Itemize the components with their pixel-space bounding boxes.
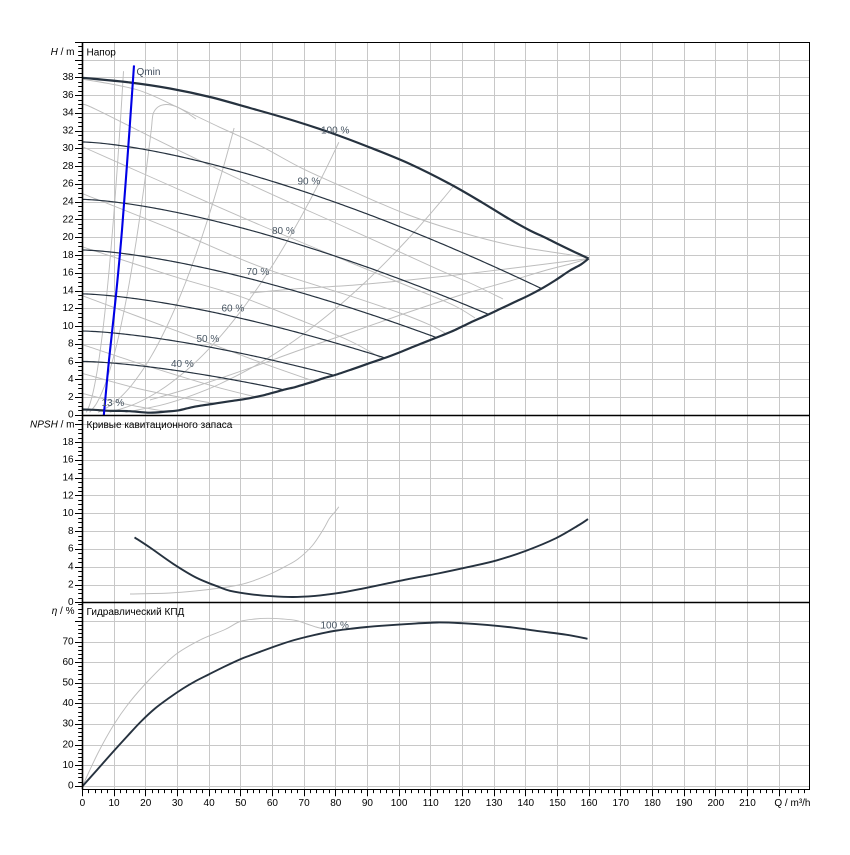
svg-text:200: 200 [707, 798, 724, 809]
svg-text:80: 80 [330, 798, 342, 809]
svg-text:34: 34 [62, 108, 74, 119]
svg-text:24: 24 [62, 197, 74, 208]
svg-text:4: 4 [68, 562, 74, 573]
svg-text:10: 10 [62, 760, 74, 771]
svg-text:Гидравлический КПД: Гидравлический КПД [87, 607, 185, 618]
svg-text:13 %: 13 % [102, 398, 125, 409]
svg-text:60: 60 [267, 798, 279, 809]
svg-text:28: 28 [62, 161, 74, 172]
svg-text:160: 160 [581, 798, 598, 809]
svg-text:50 %: 50 % [197, 334, 220, 345]
svg-text:140: 140 [517, 798, 534, 809]
svg-text:30: 30 [62, 719, 74, 730]
svg-text:36: 36 [62, 90, 74, 101]
svg-text:16: 16 [62, 455, 74, 466]
svg-text:32: 32 [62, 125, 74, 136]
svg-text:50: 50 [235, 798, 247, 809]
svg-text:NPSH / m: NPSH / m [30, 420, 74, 431]
svg-text:40: 40 [204, 798, 216, 809]
svg-text:18: 18 [62, 437, 74, 448]
svg-text:210: 210 [739, 798, 756, 809]
svg-text:12: 12 [62, 303, 74, 314]
svg-text:Напор: Напор [87, 48, 117, 59]
svg-text:20: 20 [140, 798, 152, 809]
svg-text:14: 14 [62, 285, 74, 296]
svg-text:100 %: 100 % [321, 126, 349, 137]
svg-text:0: 0 [80, 798, 86, 809]
svg-text:22: 22 [62, 214, 74, 225]
svg-text:50: 50 [62, 678, 74, 689]
svg-text:Qmin: Qmin [137, 67, 161, 78]
svg-text:40 %: 40 % [171, 359, 194, 370]
svg-text:0: 0 [68, 410, 74, 421]
svg-text:16: 16 [62, 268, 74, 279]
svg-text:14: 14 [62, 473, 74, 484]
svg-text:30: 30 [172, 798, 184, 809]
svg-text:90: 90 [362, 798, 374, 809]
svg-text:18: 18 [62, 250, 74, 261]
svg-text:30: 30 [62, 143, 74, 154]
svg-text:180: 180 [644, 798, 661, 809]
svg-text:80 %: 80 % [272, 226, 295, 237]
svg-text:10: 10 [62, 321, 74, 332]
svg-text:Q / m³/h: Q / m³/h [774, 798, 810, 809]
svg-text:170: 170 [612, 798, 629, 809]
svg-text:20: 20 [62, 232, 74, 243]
svg-text:8: 8 [68, 526, 74, 537]
svg-text:38: 38 [62, 72, 74, 83]
svg-text:150: 150 [549, 798, 566, 809]
svg-text:70 %: 70 % [247, 267, 270, 278]
svg-text:110: 110 [423, 798, 439, 809]
svg-text:70: 70 [62, 636, 74, 647]
svg-text:4: 4 [68, 374, 74, 385]
svg-text:100: 100 [391, 798, 408, 809]
svg-text:η / %: η / % [52, 606, 75, 617]
svg-text:6: 6 [68, 544, 74, 555]
svg-text:2: 2 [68, 579, 74, 590]
svg-text:10: 10 [62, 508, 74, 519]
svg-text:12: 12 [62, 490, 74, 501]
svg-text:0: 0 [68, 781, 74, 792]
svg-text:120: 120 [454, 798, 471, 809]
svg-text:H / m: H / m [51, 47, 75, 58]
svg-text:26: 26 [62, 179, 74, 190]
svg-text:60: 60 [62, 657, 74, 668]
svg-text:90 %: 90 % [298, 177, 321, 188]
svg-text:6: 6 [68, 356, 74, 367]
svg-text:40: 40 [62, 698, 74, 709]
svg-text:10: 10 [109, 798, 121, 809]
svg-text:60 %: 60 % [222, 303, 245, 314]
svg-text:70: 70 [299, 798, 311, 809]
svg-text:100 %: 100 % [321, 621, 349, 632]
svg-text:20: 20 [62, 739, 74, 750]
svg-text:2: 2 [68, 392, 74, 403]
svg-text:8: 8 [68, 339, 74, 350]
svg-text:0: 0 [68, 597, 74, 608]
svg-text:Кривые кавитационного запаса: Кривые кавитационного запаса [87, 420, 233, 431]
svg-text:190: 190 [676, 798, 693, 809]
svg-text:130: 130 [486, 798, 503, 809]
